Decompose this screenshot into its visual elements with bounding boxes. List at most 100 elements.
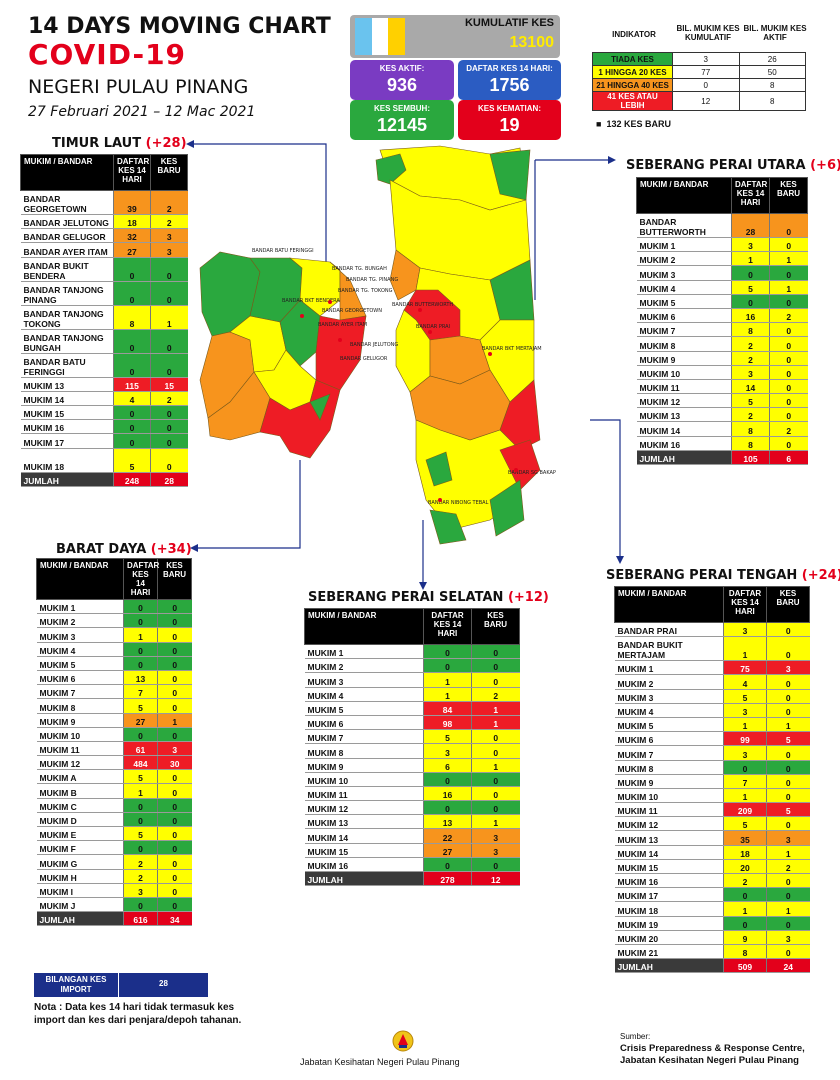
mukim-name: MUKIM 4 xyxy=(36,642,124,657)
cases-14-days: 0 xyxy=(123,613,158,629)
total-new-cases: 28 xyxy=(150,472,188,487)
column-header: MUKIM / BANDAR xyxy=(614,586,724,623)
table-row: MUKIM 9 27 1 xyxy=(36,713,192,728)
new-cases: 30 xyxy=(157,755,192,771)
cases-14-days: 0 xyxy=(113,405,151,421)
cases-14-days: 13 xyxy=(423,814,472,830)
cases-14-days: 0 xyxy=(113,419,151,435)
mukim-name: MUKIM 7 xyxy=(36,684,124,700)
new-cases: 2 xyxy=(150,391,188,406)
source-text: Crisis Preparedness & Response Centre, J… xyxy=(620,1043,805,1067)
mukim-name: MUKIM 8 xyxy=(36,698,124,714)
table-row: BANDAR JELUTONG 18 2 xyxy=(20,214,188,230)
map-label-bkt-mertajam: BANDAR BKT MERTAJAM xyxy=(482,346,542,352)
column-header: DAFTAR KES 14 HARI xyxy=(731,177,770,214)
cases-14-days: 0 xyxy=(113,281,151,306)
mukim-name: MUKIM 2 xyxy=(636,251,732,267)
column-header: DAFTAR KES 14 HARI xyxy=(123,558,159,600)
cases-14-days: 0 xyxy=(113,329,151,354)
cases-14-days: 5 xyxy=(123,826,158,842)
mukim-name: MUKIM 8 xyxy=(304,743,424,759)
new-cases: 0 xyxy=(769,436,808,451)
cases-14-days: 0 xyxy=(123,642,158,657)
cases-14-days: 484 xyxy=(123,755,158,771)
mukim-name: MUKIM 15 xyxy=(20,405,114,421)
new-cases: 1 xyxy=(769,280,808,295)
new-cases: 0 xyxy=(766,774,810,789)
new-cases: 0 xyxy=(766,760,810,775)
mukim-name: MUKIM 14 xyxy=(614,845,724,860)
table-row: MUKIM 16 2 0 xyxy=(614,873,810,889)
mukim-name: MUKIM 6 xyxy=(614,731,724,747)
new-cases: 0 xyxy=(471,658,520,674)
total-new-cases: 12 xyxy=(471,871,520,886)
new-cases-text: 132 KES BARU xyxy=(606,119,671,129)
column-header: DAFTAR KES 14 HARI xyxy=(423,608,472,645)
column-header: DAFTAR KES 14 HARI xyxy=(113,154,151,191)
table-row: MUKIM 17 0 0 xyxy=(614,887,810,903)
new-cases: 0 xyxy=(769,365,808,380)
new-cases: 0 xyxy=(769,213,808,238)
indicator-row: TIADA KES 3 26 xyxy=(592,52,806,66)
mukim-name: MUKIM 17 xyxy=(614,887,724,903)
table-row: MUKIM 18 1 1 xyxy=(614,901,810,917)
cases-14-days: 14 xyxy=(731,379,770,395)
table-row: MUKIM 10 1 0 xyxy=(614,788,810,804)
cases-14-days: 3 xyxy=(723,703,767,718)
column-header: MUKIM / BANDAR xyxy=(36,558,124,600)
mukim-name: BANDAR BUKIT MERTAJAM xyxy=(614,636,724,662)
indicator-aktif: 8 xyxy=(738,91,806,111)
column-header: MUKIM / BANDAR xyxy=(636,177,732,214)
cases-14-days: 0 xyxy=(123,897,158,913)
new-cases: 0 xyxy=(157,613,192,629)
new-cases: 0 xyxy=(769,351,808,366)
indicator-table: TIADA KES 3 26 1 HINGGA 20 KES 77 50 21 HINGGA… xyxy=(592,52,806,111)
sembuh-card: KES SEMBUH: 12145 xyxy=(350,100,454,140)
table-row: MUKIM 14 8 2 xyxy=(636,421,808,437)
seberang-perai-mainland xyxy=(375,145,541,545)
new-cases: 0 xyxy=(766,622,810,638)
table-row: MUKIM 11 16 0 xyxy=(304,786,520,802)
indicator-head-aktif: BIL. MUKIM KES AKTIF xyxy=(743,24,807,42)
map-label-batu-feringgi: BANDAR BATU FERINGGI xyxy=(252,248,314,254)
mukim-name: MUKIM 14 xyxy=(20,391,114,406)
cases-14-days: 0 xyxy=(423,772,472,787)
table-row: MUKIM 12 5 0 xyxy=(636,393,808,409)
mukim-name: MUKIM 16 xyxy=(304,857,424,873)
new-cases: 0 xyxy=(157,642,192,657)
sps-table: MUKIM / BANDAR DAFTAR KES 14 HARI KES BARU… xyxy=(304,608,520,886)
cases-14-days: 5 xyxy=(423,729,472,745)
cases-14-days: 75 xyxy=(723,660,767,676)
indicator-aktif: 8 xyxy=(738,78,806,92)
cases-14-days: 0 xyxy=(723,760,767,775)
cases-14-days: 13 xyxy=(123,670,158,686)
new-cases: 0 xyxy=(471,644,520,660)
column-header: KES BARU xyxy=(150,154,188,191)
table-row: MUKIM 6 16 2 xyxy=(636,308,808,324)
penang-island xyxy=(199,251,367,459)
column-header: KES BARU xyxy=(766,586,810,623)
mukim-name: MUKIM H xyxy=(36,869,124,884)
new-cases: 0 xyxy=(157,698,192,714)
table-row: BANDAR AYER ITAM 27 3 xyxy=(20,242,188,258)
table-row: MUKIM 14 4 2 xyxy=(20,391,188,406)
new-cases: 2 xyxy=(471,687,520,702)
aktif-value: 936 xyxy=(386,75,418,95)
mukim-name: BANDAR JELUTONG xyxy=(20,214,114,230)
new-cases: 0 xyxy=(766,788,810,804)
map-pin-icon xyxy=(338,338,342,342)
mukim-name: MUKIM J xyxy=(36,897,124,913)
cases-14-days: 3 xyxy=(423,743,472,759)
cases-14-days: 22 xyxy=(423,828,472,844)
cases-14-days: 3 xyxy=(123,883,158,898)
indicator-kumulatif: 12 xyxy=(672,91,740,111)
mukim-name: MUKIM 2 xyxy=(614,674,724,690)
cases-14-days: 3 xyxy=(731,237,770,253)
new-cases: 0 xyxy=(471,672,520,688)
cases-14-days: 5 xyxy=(731,280,770,295)
table-row: MUKIM 13 35 3 xyxy=(614,830,810,846)
cases-14-days: 3 xyxy=(723,622,767,638)
mukim-name: MUKIM 2 xyxy=(36,613,124,629)
